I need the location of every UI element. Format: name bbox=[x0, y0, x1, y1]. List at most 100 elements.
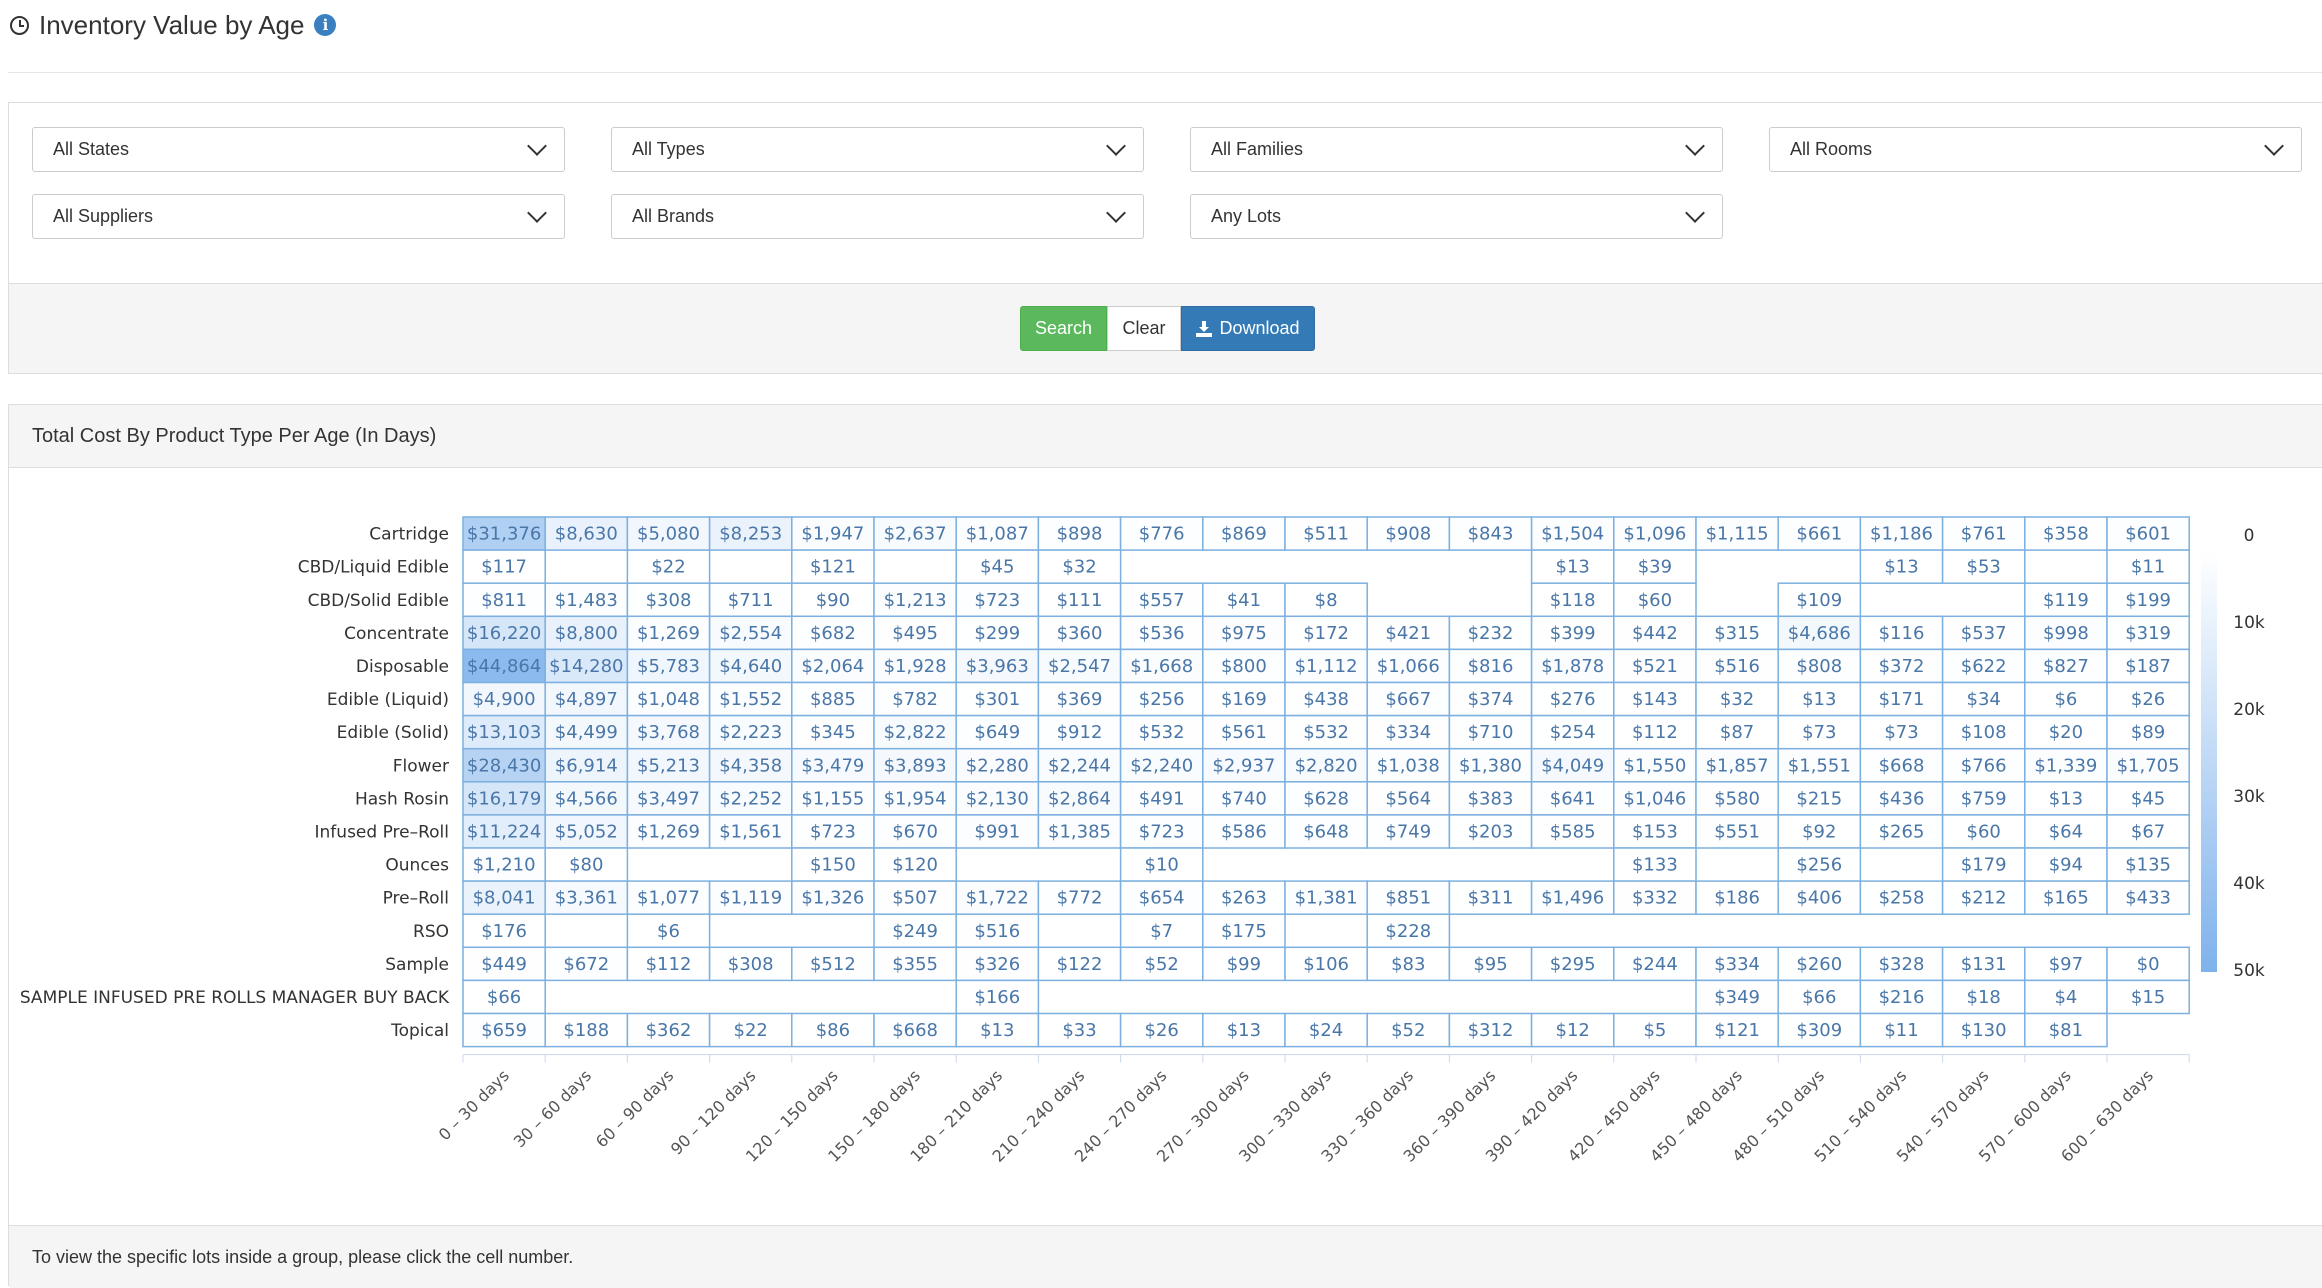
heatmap-cell-value[interactable]: $80 bbox=[569, 855, 603, 876]
heatmap-cell-value[interactable]: $654 bbox=[1139, 888, 1185, 909]
heatmap-cell-value[interactable]: $8,041 bbox=[473, 888, 536, 909]
heatmap-cell-value[interactable]: $782 bbox=[892, 689, 938, 710]
heatmap-cell[interactable] bbox=[791, 880, 875, 915]
heatmap-cell[interactable] bbox=[1119, 714, 1204, 750]
heatmap-cell[interactable] bbox=[2106, 714, 2190, 750]
heatmap-cell-value[interactable]: $119 bbox=[2043, 590, 2089, 611]
heatmap-cell[interactable] bbox=[462, 681, 546, 717]
heatmap-cell-value[interactable]: $254 bbox=[1550, 722, 1596, 743]
heatmap-cell[interactable] bbox=[1941, 516, 2026, 551]
heatmap-cell-value[interactable]: $1,551 bbox=[1788, 755, 1851, 776]
heatmap-cell[interactable] bbox=[1119, 681, 1204, 717]
heatmap-cell-value[interactable]: $521 bbox=[1632, 656, 1678, 677]
heatmap-cell-value[interactable]: $421 bbox=[1385, 623, 1431, 644]
heatmap-cell-value[interactable]: $374 bbox=[1468, 689, 1514, 710]
heatmap-cell[interactable] bbox=[2024, 615, 2108, 651]
heatmap-cell[interactable] bbox=[955, 747, 1040, 783]
heatmap-cell-value[interactable]: $34 bbox=[1967, 689, 2001, 710]
heatmap-cell[interactable] bbox=[791, 814, 875, 849]
heatmap-cell[interactable] bbox=[1777, 880, 1862, 915]
heatmap-cell-value[interactable]: $723 bbox=[974, 590, 1020, 611]
heatmap-cell[interactable] bbox=[462, 880, 546, 915]
heatmap-cell-value[interactable]: $135 bbox=[2125, 855, 2171, 876]
heatmap-cell[interactable] bbox=[955, 913, 1040, 949]
heatmap-cell[interactable] bbox=[955, 516, 1040, 551]
heatmap-cell-value[interactable]: $2,820 bbox=[1295, 755, 1358, 776]
heatmap-cell[interactable] bbox=[791, 615, 875, 651]
heatmap-cell-value[interactable]: $11 bbox=[2131, 557, 2165, 578]
heatmap-cell[interactable] bbox=[791, 648, 875, 684]
heatmap-cell[interactable] bbox=[1859, 615, 1944, 651]
heatmap-cell-value[interactable]: $6 bbox=[657, 921, 680, 942]
heatmap-cell-value[interactable]: $4,640 bbox=[719, 656, 782, 677]
heatmap-cell[interactable] bbox=[2024, 979, 2108, 1015]
heatmap-cell-value[interactable]: $249 bbox=[892, 921, 938, 942]
heatmap-cell-value[interactable]: $95 bbox=[1473, 954, 1507, 975]
heatmap-cell-value[interactable]: $309 bbox=[1796, 1020, 1842, 1041]
heatmap-cell-value[interactable]: $26 bbox=[1145, 1020, 1179, 1041]
heatmap-cell-value[interactable]: $4,686 bbox=[1788, 623, 1851, 644]
info-icon[interactable]: i bbox=[314, 14, 337, 36]
heatmap-cell-value[interactable]: $885 bbox=[810, 689, 856, 710]
heatmap-cell-value[interactable]: $740 bbox=[1221, 788, 1267, 809]
heatmap-cell[interactable] bbox=[1530, 946, 1615, 982]
heatmap-cell[interactable] bbox=[462, 781, 546, 816]
heatmap-cell-value[interactable]: $4,897 bbox=[555, 689, 618, 710]
heatmap-cell-value[interactable]: $4,358 bbox=[719, 755, 782, 776]
heatmap-cell-value[interactable]: $216 bbox=[1879, 987, 1925, 1008]
heatmap-cell-value[interactable]: $8 bbox=[1315, 590, 1338, 611]
heatmap-cell-value[interactable]: $308 bbox=[646, 590, 692, 611]
heatmap-cell-value[interactable]: $52 bbox=[1145, 954, 1179, 975]
search-button[interactable]: Search bbox=[1020, 306, 1107, 351]
heatmap-cell[interactable] bbox=[1448, 814, 1533, 849]
heatmap-cell-value[interactable]: $1,561 bbox=[719, 821, 782, 842]
heatmap-cell[interactable] bbox=[1859, 648, 1944, 684]
heatmap-cell-value[interactable]: $81 bbox=[2049, 1020, 2083, 1041]
heatmap-cell-value[interactable]: $13 bbox=[1556, 557, 1590, 578]
heatmap-cell-value[interactable]: $358 bbox=[2043, 524, 2089, 545]
heatmap-cell[interactable] bbox=[1941, 946, 2026, 982]
heatmap-cell[interactable] bbox=[1777, 979, 1862, 1015]
heatmap-cell-value[interactable]: $319 bbox=[2125, 623, 2171, 644]
heatmap-cell-value[interactable]: $150 bbox=[810, 855, 856, 876]
heatmap-cell[interactable] bbox=[462, 814, 546, 849]
heatmap-cell-value[interactable]: $111 bbox=[1057, 590, 1103, 611]
suppliers-select[interactable]: All Suppliers bbox=[32, 194, 565, 239]
heatmap-cell[interactable] bbox=[955, 781, 1040, 816]
heatmap-cell-value[interactable]: $433 bbox=[2125, 888, 2171, 909]
heatmap-cell[interactable] bbox=[955, 582, 1040, 618]
heatmap-cell-value[interactable]: $8,253 bbox=[719, 524, 782, 545]
heatmap-cell-value[interactable]: $776 bbox=[1139, 524, 1185, 545]
heatmap-cell[interactable] bbox=[1777, 946, 1862, 982]
heatmap-cell-value[interactable]: $18 bbox=[1967, 987, 2001, 1008]
heatmap-cell-value[interactable]: $109 bbox=[1796, 590, 1842, 611]
heatmap-cell-value[interactable]: $816 bbox=[1468, 656, 1514, 677]
heatmap-cell-value[interactable]: $1,096 bbox=[1623, 524, 1686, 545]
heatmap-cell[interactable] bbox=[1695, 1012, 1779, 1048]
heatmap-cell-value[interactable]: $10 bbox=[1145, 855, 1179, 876]
heatmap-cell-value[interactable]: $232 bbox=[1468, 623, 1514, 644]
heatmap-cell[interactable] bbox=[1366, 880, 1451, 915]
heatmap-cell-value[interactable]: $276 bbox=[1550, 689, 1596, 710]
heatmap-cell-value[interactable]: $710 bbox=[1468, 722, 1514, 743]
heatmap-cell-value[interactable]: $122 bbox=[1057, 954, 1103, 975]
heatmap-cell-value[interactable]: $118 bbox=[1550, 590, 1596, 611]
heatmap-cell-value[interactable]: $308 bbox=[728, 954, 774, 975]
heatmap-cell-value[interactable]: $13 bbox=[1227, 1020, 1261, 1041]
heatmap-cell-value[interactable]: $256 bbox=[1796, 855, 1842, 876]
heatmap-cell-value[interactable]: $99 bbox=[1227, 954, 1261, 975]
heatmap-cell-value[interactable]: $165 bbox=[2043, 888, 2089, 909]
heatmap-cell-value[interactable]: $667 bbox=[1385, 689, 1431, 710]
heatmap-cell-value[interactable]: $682 bbox=[810, 623, 856, 644]
heatmap-cell-value[interactable]: $869 bbox=[1221, 524, 1267, 545]
heatmap-cell-value[interactable]: $153 bbox=[1632, 821, 1678, 842]
heatmap-cell-value[interactable]: $22 bbox=[651, 557, 685, 578]
heatmap-cell[interactable] bbox=[626, 582, 711, 618]
heatmap-cell-value[interactable]: $2,864 bbox=[1048, 788, 1111, 809]
heatmap-cell[interactable] bbox=[1366, 781, 1451, 816]
heatmap-cell-value[interactable]: $2,280 bbox=[966, 755, 1029, 776]
heatmap-cell[interactable] bbox=[544, 714, 629, 750]
heatmap-cell-value[interactable]: $334 bbox=[1385, 722, 1431, 743]
heatmap-cell[interactable] bbox=[2106, 516, 2190, 551]
heatmap-cell-value[interactable]: $66 bbox=[1802, 987, 1836, 1008]
